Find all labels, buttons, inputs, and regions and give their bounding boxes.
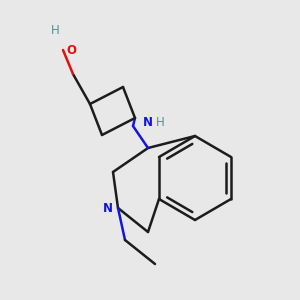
Text: N: N [103,202,113,214]
Text: N: N [143,116,153,130]
Text: O: O [66,44,76,56]
Text: H: H [156,116,164,130]
Text: H: H [51,23,59,37]
